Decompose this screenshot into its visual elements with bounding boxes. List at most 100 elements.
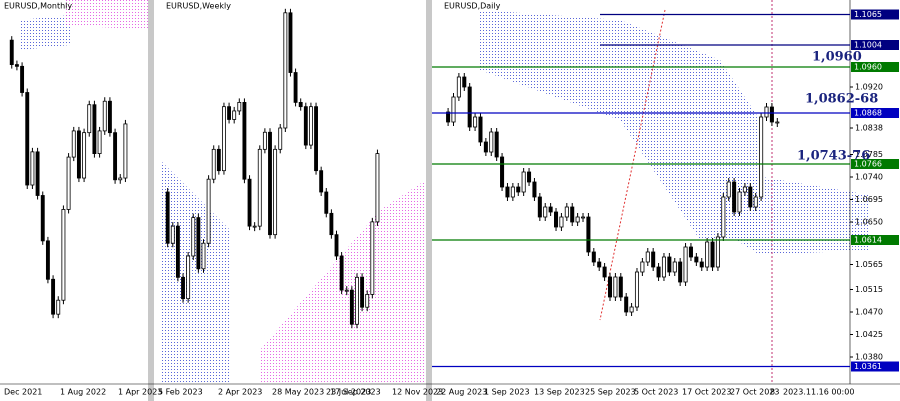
candle (451, 96, 456, 123)
cloud (720, 170, 870, 255)
candle (467, 86, 472, 128)
y-tick-label: 1.0695 (855, 195, 883, 204)
candle (76, 130, 81, 179)
candle (775, 121, 780, 124)
candle (247, 178, 252, 227)
candle (473, 116, 478, 128)
candle (349, 289, 354, 325)
candle (191, 217, 196, 257)
price-box (851, 40, 899, 50)
x-tick-label: 1 Aug 2022 (60, 388, 106, 397)
x-tick-label: 28 May 2023 (272, 388, 324, 397)
candle (710, 241, 715, 268)
candle (35, 151, 40, 196)
candle (634, 271, 640, 308)
candle (71, 130, 76, 158)
candle (586, 216, 591, 253)
candle (694, 256, 699, 263)
candle (602, 266, 607, 278)
candle (721, 196, 726, 238)
x-tick-label: 13 Sep 2023 (534, 388, 585, 397)
candle (30, 151, 35, 186)
candle (742, 186, 747, 193)
y-tick-label: 1.0470 (855, 308, 883, 317)
candle (618, 276, 623, 298)
y-tick-label: 1.0868 (854, 109, 882, 118)
candle (25, 92, 30, 186)
candle (494, 131, 499, 158)
candle (227, 106, 232, 120)
candle (181, 276, 185, 300)
candle (500, 156, 505, 188)
candle (456, 76, 461, 98)
candle (753, 196, 758, 208)
y-tick-label: 1.0766 (854, 160, 882, 169)
candle (252, 225, 257, 228)
candle (537, 196, 542, 218)
candle (489, 131, 494, 153)
candle (329, 212, 334, 236)
candle (575, 216, 580, 223)
candle (45, 240, 50, 280)
candle (298, 102, 303, 108)
candle (478, 116, 483, 143)
candle (278, 127, 283, 150)
candle (705, 241, 710, 268)
annotation: 1,0960 (812, 50, 862, 65)
candle (196, 217, 201, 270)
candle (597, 261, 602, 268)
y-tick-label: 1.0425 (855, 330, 883, 339)
candle (232, 110, 237, 120)
candle (211, 148, 216, 180)
candle (206, 178, 211, 244)
y-tick-label: 1.1065 (854, 10, 882, 19)
candle (242, 102, 247, 180)
candle (186, 255, 191, 300)
candle (319, 170, 324, 193)
candle (344, 289, 349, 292)
candle (118, 177, 123, 181)
price-box (851, 9, 899, 20)
candle (268, 131, 272, 236)
candle (257, 148, 262, 227)
candle (521, 171, 526, 193)
candle (123, 123, 128, 179)
candle (222, 106, 226, 172)
cloud (160, 160, 230, 384)
candle (629, 306, 634, 313)
candle (580, 216, 586, 219)
candle (355, 276, 359, 325)
candle (505, 186, 510, 198)
candle (607, 276, 613, 298)
candle (656, 266, 661, 278)
candle (82, 132, 87, 179)
candle (102, 100, 107, 132)
candle (651, 251, 656, 268)
candle (554, 211, 559, 228)
annotation: 1,0862-68 (805, 92, 878, 107)
x-tick-label: 17 Sep 2023 (330, 388, 381, 397)
candle (360, 276, 365, 308)
price-box (851, 159, 899, 169)
candle (732, 181, 737, 213)
y-tick-label: 1.0838 (855, 124, 883, 133)
y-tick-label: 1.0785 (855, 150, 883, 159)
candle (175, 225, 180, 278)
candle (324, 191, 329, 214)
candle (699, 261, 704, 268)
candle (339, 255, 344, 291)
y-tick-label: 1.0361 (854, 362, 882, 371)
x-tick-label: 27 Oct 2023 (730, 388, 779, 397)
candle (87, 104, 92, 134)
candle (288, 12, 293, 73)
candle (678, 261, 683, 283)
candle (661, 256, 666, 278)
candle (532, 181, 537, 198)
candle (308, 106, 313, 146)
x-tick-label: 25 Sep 2023 (585, 388, 636, 397)
candle (262, 131, 267, 150)
candle (293, 72, 298, 103)
candle (283, 12, 288, 129)
candle (764, 106, 769, 118)
